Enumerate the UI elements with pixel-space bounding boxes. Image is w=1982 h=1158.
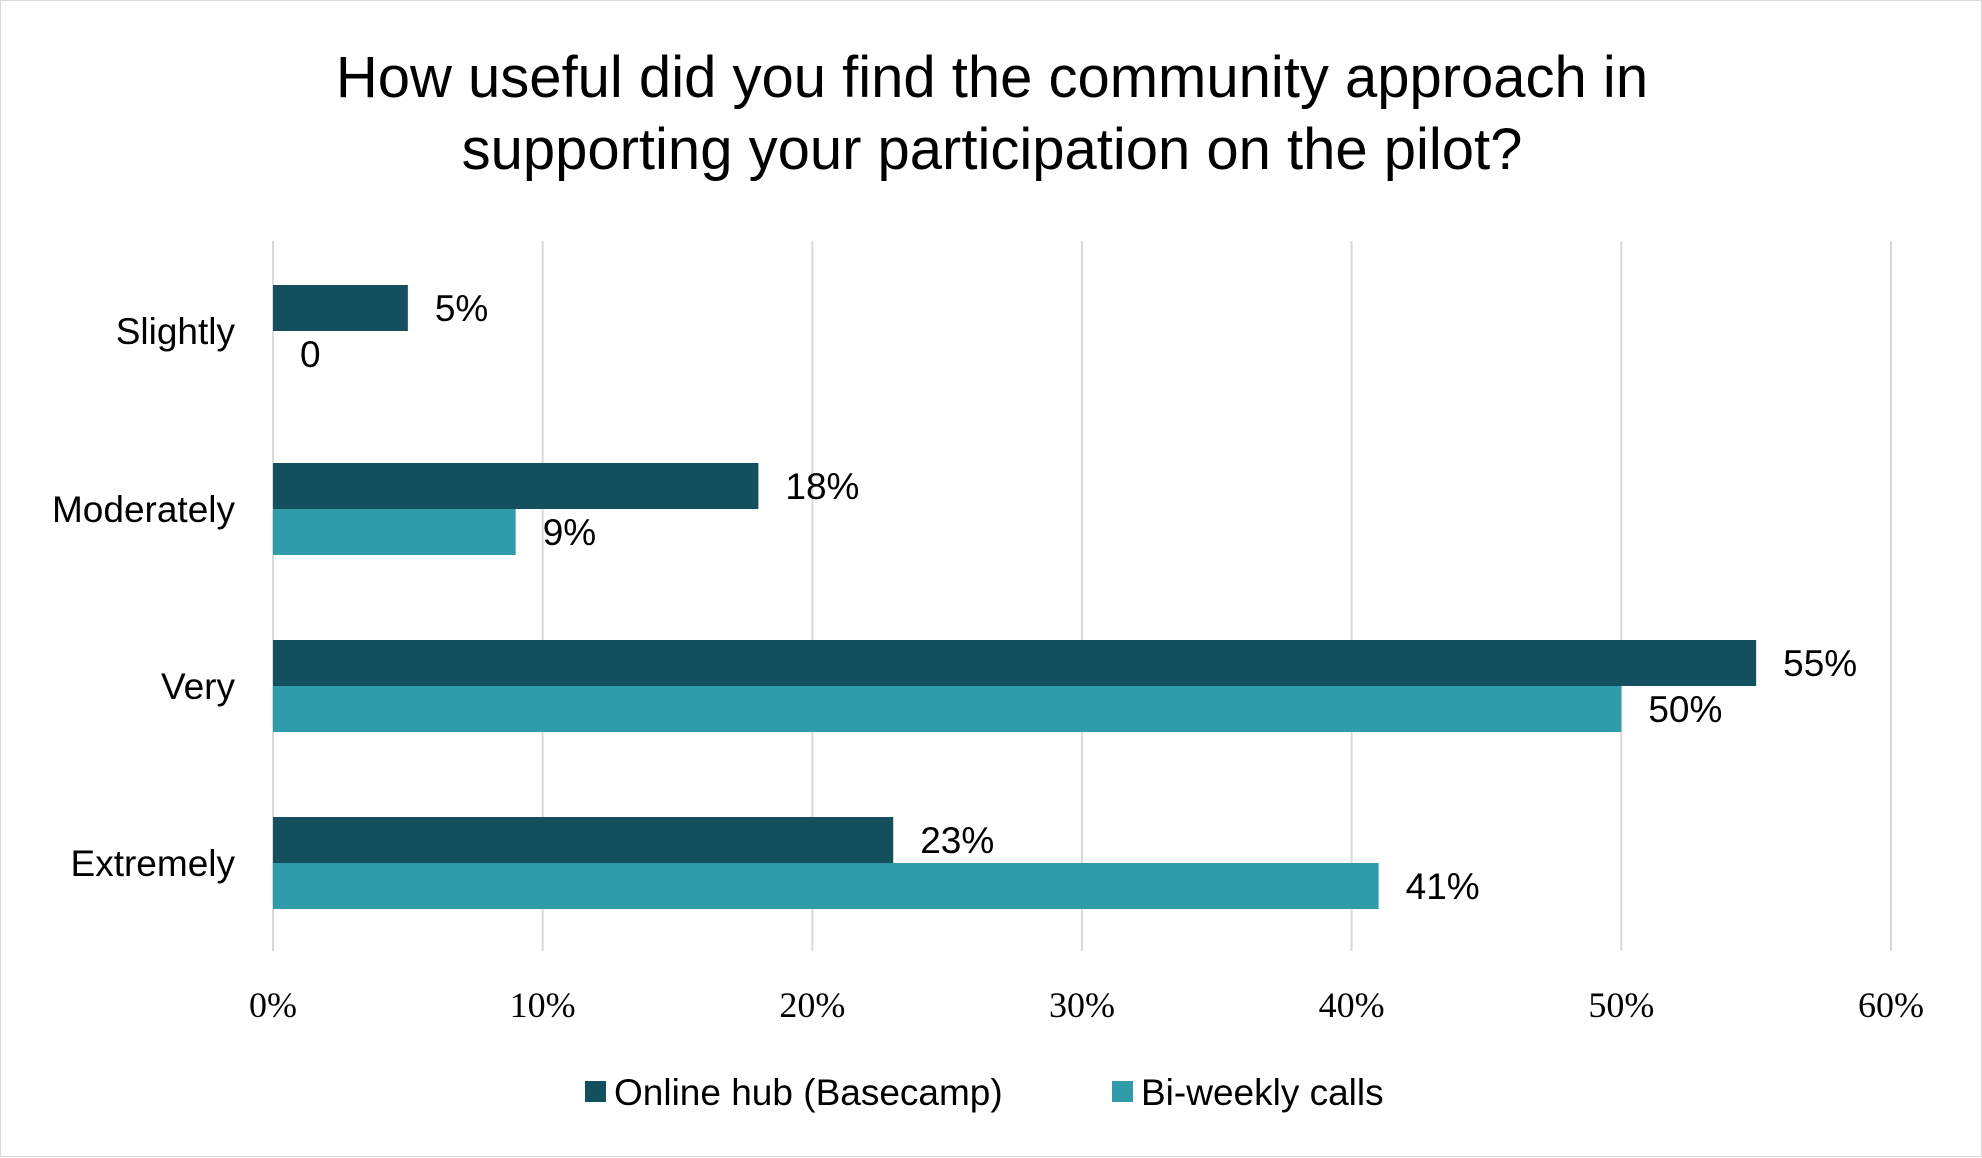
category-label: Very [161, 666, 236, 707]
chart-title-line-1: How useful did you find the community ap… [336, 45, 1648, 110]
data-label: 41% [1406, 866, 1480, 907]
data-label: 5% [435, 288, 488, 329]
category-label: Slightly [116, 311, 236, 352]
category-label: Moderately [52, 489, 236, 530]
bar-bi-weekly-calls [273, 863, 1379, 909]
x-tick-label: 30% [1049, 985, 1115, 1025]
data-label: 23% [920, 820, 994, 861]
legend-swatch [1112, 1081, 1133, 1102]
data-label: 0 [300, 334, 321, 375]
category-label: Extremely [71, 843, 236, 884]
legend-label: Bi-weekly calls [1141, 1072, 1384, 1113]
chart-title-line-2: supporting your participation on the pil… [462, 117, 1523, 182]
bar-bi-weekly-calls [273, 509, 516, 555]
x-tick-label: 60% [1858, 985, 1924, 1025]
data-label: 50% [1648, 689, 1722, 730]
bar-online-hub [273, 640, 1757, 686]
data-label: 18% [785, 466, 859, 507]
x-tick-label: 20% [779, 985, 845, 1025]
x-tick-label: 40% [1319, 985, 1385, 1025]
bar-online-hub [273, 285, 408, 331]
data-label: 9% [543, 512, 596, 553]
data-label: 55% [1783, 643, 1857, 684]
bar-bi-weekly-calls [273, 686, 1622, 732]
bar-online-hub [273, 817, 894, 863]
legend-swatch [585, 1081, 606, 1102]
bar-online-hub [273, 463, 759, 509]
legend-label: Online hub (Basecamp) [614, 1072, 1003, 1113]
x-tick-label: 0% [249, 985, 297, 1025]
x-tick-label: 10% [510, 985, 576, 1025]
x-tick-label: 50% [1588, 985, 1654, 1025]
